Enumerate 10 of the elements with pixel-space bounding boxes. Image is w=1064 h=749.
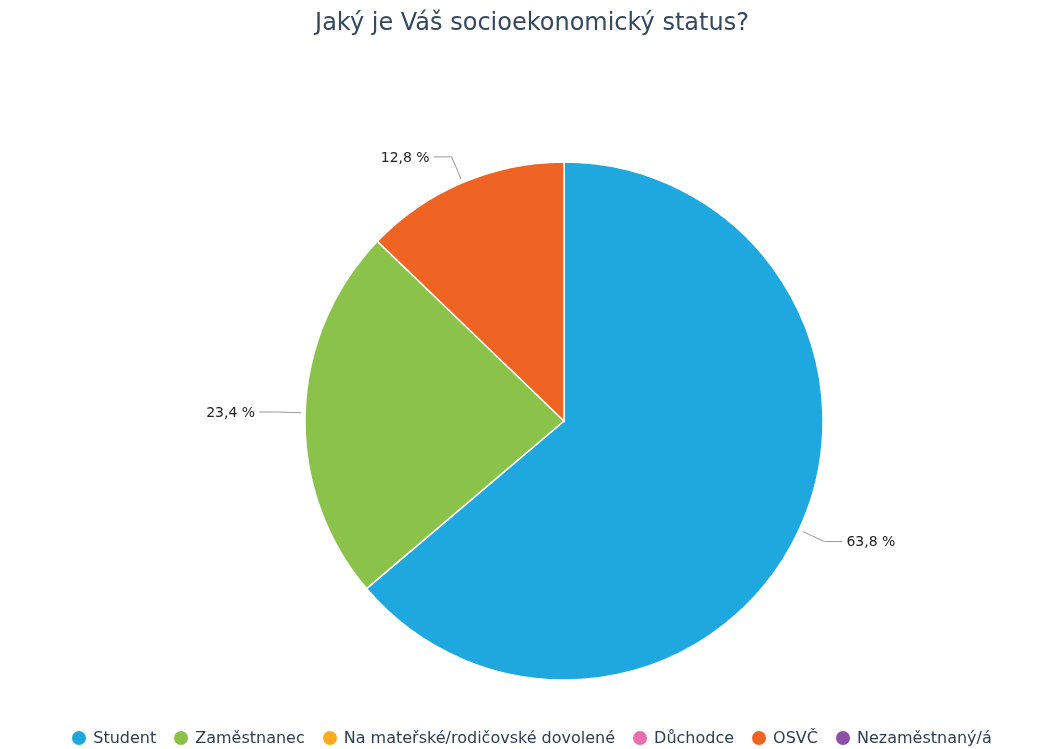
legend-label: Student (93, 728, 157, 747)
legend-label: OSVČ (773, 728, 818, 747)
data-label: 12,8 % (380, 148, 430, 165)
data-label: 23,4 % (206, 403, 256, 420)
legend-label: Na mateřské/rodičovské dovolené (343, 728, 616, 747)
data-label: 63,8 % (846, 533, 896, 550)
chart-title: Jaký je Váš socioekonomický status? (312, 8, 750, 38)
legend-label: Nezaměstnaný/á (856, 728, 992, 747)
legend-label: Důchodce (654, 728, 735, 747)
legend-label: Zaměstnanec (195, 728, 305, 747)
